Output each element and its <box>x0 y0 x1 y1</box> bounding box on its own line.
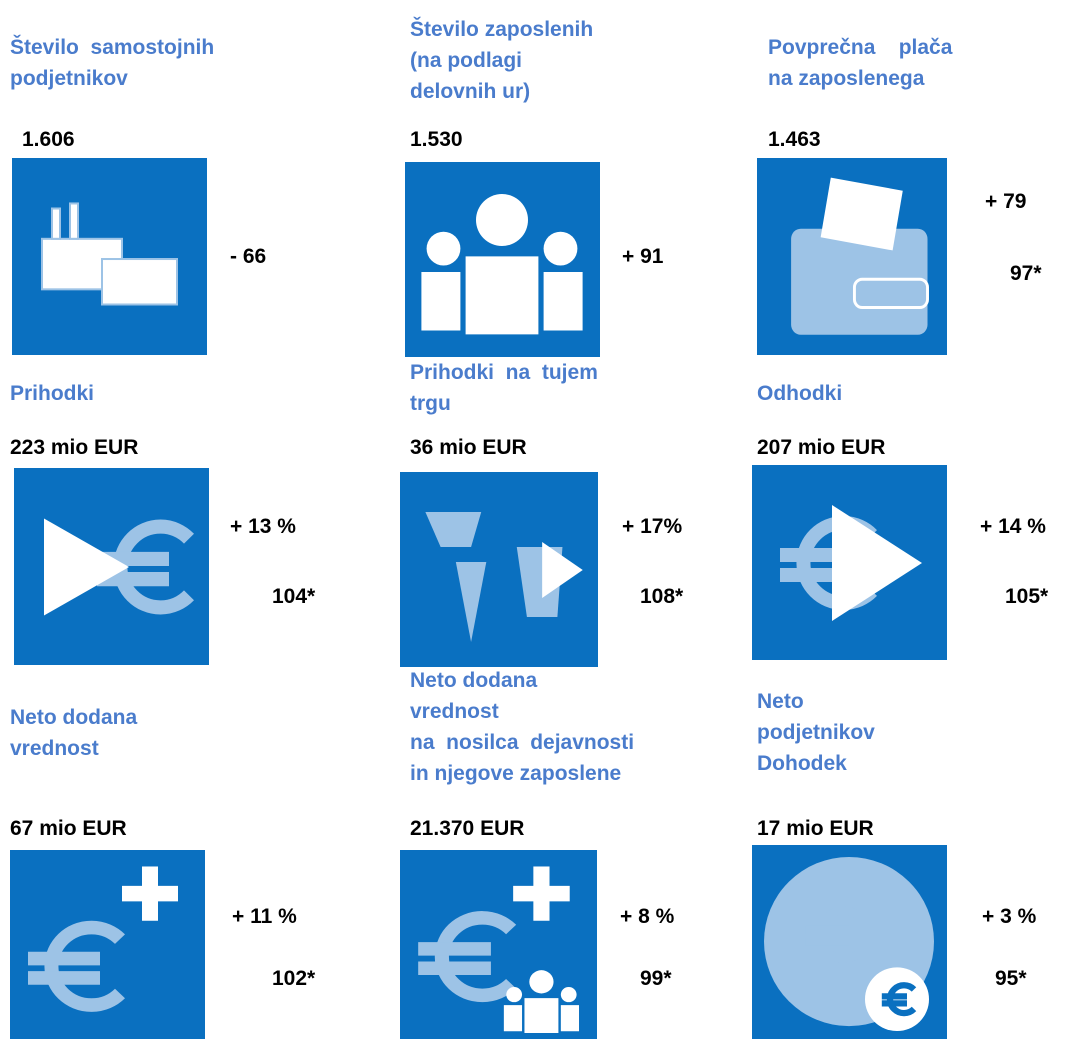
cell-title: Povprečna plača na zaposlenega <box>768 32 952 94</box>
cell-value: 67 mio EUR <box>10 817 127 840</box>
cell-title: Neto dodana vrednost <box>10 702 137 764</box>
cell-index: 97* <box>1010 262 1042 285</box>
icon-tile <box>752 845 947 1039</box>
cell-change: + 14 % <box>980 515 1046 538</box>
icon <box>780 505 922 621</box>
title-line: podjetnikov <box>10 67 128 90</box>
cell-value: 1.606 <box>22 128 75 151</box>
cell-value: 1.530 <box>410 128 463 151</box>
cell-change: + 11 % <box>232 905 297 928</box>
cell-change: + 91 <box>622 245 664 268</box>
title-line: (na podlagi <box>410 49 522 72</box>
icon-tile <box>12 158 207 355</box>
cell-change: + 13 % <box>230 515 296 538</box>
icon <box>418 866 580 1033</box>
icon-tile <box>757 158 947 355</box>
cell-title: Število zaposlenih (na podlagi delovnih ur… <box>410 14 593 107</box>
cell-title: Število samostojnih podjetnikov <box>10 32 214 94</box>
cell-value: 17 mio EUR <box>757 817 874 840</box>
icon <box>41 202 178 306</box>
cell-title: Prihodki <box>10 378 94 409</box>
cell-title: Prihodki na tujem trgu <box>410 357 598 419</box>
icon <box>764 856 934 1032</box>
title-line: in njegove zaposlene <box>410 762 622 785</box>
cell-title: Neto dodana vrednost na nosilca dejavnosti… <box>410 665 634 789</box>
title-line: Število samostojnih <box>10 36 215 59</box>
cell-index: 99* <box>640 967 672 990</box>
title-line: delovnih ur) <box>410 80 531 103</box>
title-line: podjetnikov <box>757 721 875 744</box>
cell-index: 105* <box>1005 585 1049 608</box>
cell-value: 1.463 <box>768 128 821 151</box>
icon-tile <box>405 162 600 357</box>
icon <box>425 512 583 642</box>
cell-value: 36 mio EUR <box>410 436 527 459</box>
icon-tile <box>752 465 947 660</box>
icon-tile <box>400 472 598 667</box>
cell-index: 108* <box>640 585 684 608</box>
cell-value: 223 mio EUR <box>10 436 139 459</box>
cell-change: + 3 % <box>982 905 1037 928</box>
title-line: Povprečna plača <box>768 36 953 59</box>
icon-tile <box>14 468 209 665</box>
title-line: Odhodki <box>757 382 843 405</box>
title-line: na nosilca dejavnosti <box>410 731 635 754</box>
cell-change: - 66 <box>230 245 267 268</box>
title-line: vrednost <box>410 700 499 723</box>
cell-index: 102* <box>272 967 316 990</box>
cell-change: + 8 % <box>620 905 675 928</box>
cell-title: Odhodki <box>757 378 842 409</box>
cell-index: 95* <box>995 967 1027 990</box>
title-line: Neto <box>757 690 804 713</box>
icon-tile <box>400 850 597 1039</box>
cell-title: Neto podjetnikov Dohodek <box>757 686 875 779</box>
title-line: trgu <box>410 392 451 415</box>
title-line: Neto dodana <box>410 669 538 692</box>
icon <box>44 518 194 616</box>
title-line: na zaposlenega <box>768 67 925 90</box>
title-line: Število zaposlenih <box>410 18 594 41</box>
icon <box>791 177 929 335</box>
title-line: Neto dodana <box>10 706 138 729</box>
cell-index: 104* <box>272 585 316 608</box>
icon <box>421 194 583 335</box>
cell-value: 207 mio EUR <box>757 436 886 459</box>
title-line: Dohodek <box>757 752 847 775</box>
icon-tile <box>10 850 205 1039</box>
cell-change: + 17% <box>622 515 683 538</box>
title-line: Prihodki <box>10 382 95 405</box>
cell-value: 21.370 EUR <box>410 817 525 840</box>
icon <box>28 866 178 1012</box>
title-line: Prihodki na tujem <box>410 361 598 384</box>
title-line: vrednost <box>10 737 99 760</box>
cell-change: + 79 <box>985 190 1027 213</box>
